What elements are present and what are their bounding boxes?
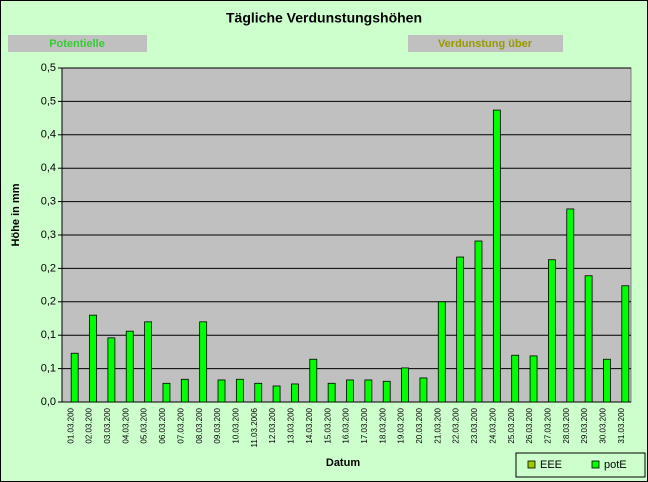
bar bbox=[621, 285, 630, 403]
bar bbox=[364, 379, 373, 403]
x-tick-label: 10.03.200 bbox=[231, 407, 240, 443]
x-tick-label: 12.03.200 bbox=[268, 407, 277, 443]
x-tick-label: 01.03.200 bbox=[66, 407, 75, 443]
y-tick-label: 0,4 bbox=[41, 129, 56, 141]
x-tick-label: 27.03.200 bbox=[544, 407, 553, 443]
bar bbox=[235, 378, 244, 403]
x-tick-label: 24.03.200 bbox=[488, 407, 497, 443]
y-tick-label: 0,4 bbox=[41, 162, 56, 174]
y-axis-label: Höhe in mm bbox=[10, 183, 22, 246]
y-tick-label: 0,0 bbox=[41, 396, 56, 408]
bar bbox=[382, 380, 391, 403]
x-tick-label: 09.03.200 bbox=[213, 407, 222, 443]
bar bbox=[162, 382, 171, 403]
bar bbox=[419, 377, 428, 403]
x-tick-label: 28.03.200 bbox=[562, 407, 571, 443]
bar bbox=[199, 321, 208, 403]
x-tick-label: 18.03.200 bbox=[378, 407, 387, 443]
annotation: Verdunstung über bbox=[438, 38, 533, 50]
x-tick-label: 07.03.200 bbox=[176, 407, 185, 443]
bar bbox=[89, 314, 97, 403]
bar bbox=[492, 109, 501, 403]
x-tick-label: 14.03.200 bbox=[305, 407, 314, 443]
bar bbox=[254, 382, 263, 403]
bar bbox=[511, 354, 520, 403]
annotation-box bbox=[8, 35, 147, 52]
x-tick-label: 05.03.200 bbox=[140, 407, 149, 443]
x-tick-label: 20.03.200 bbox=[415, 407, 424, 443]
y-tick-label: 0,5 bbox=[41, 95, 56, 107]
bar bbox=[107, 337, 116, 403]
x-tick-label: 29.03.200 bbox=[580, 407, 589, 443]
bar bbox=[437, 301, 446, 403]
x-tick-label: 31.03.200 bbox=[617, 407, 626, 443]
bar bbox=[529, 355, 538, 403]
annotation: Potentielle bbox=[49, 38, 105, 50]
bar bbox=[327, 382, 336, 403]
y-tick-label: 0,5 bbox=[41, 62, 56, 74]
y-tick-label: 0,2 bbox=[41, 296, 56, 308]
annotation-box bbox=[408, 35, 563, 52]
legend bbox=[515, 452, 646, 478]
x-tick-label: 04.03.200 bbox=[121, 407, 130, 443]
x-tick-label: 16.03.200 bbox=[342, 407, 351, 443]
x-tick-label: 13.03.200 bbox=[287, 407, 296, 443]
bar bbox=[144, 321, 152, 403]
x-tick-label: 02.03.200 bbox=[85, 407, 94, 443]
bar bbox=[291, 383, 299, 403]
x-tick-label: 08.03.200 bbox=[195, 407, 204, 443]
bar bbox=[401, 367, 409, 403]
x-tick-label: 21.03.200 bbox=[433, 407, 442, 443]
x-tick-label: 26.03.200 bbox=[525, 407, 534, 443]
bar bbox=[548, 259, 556, 403]
bar bbox=[584, 275, 593, 403]
bar bbox=[474, 240, 483, 403]
x-tick-label: 06.03.200 bbox=[158, 407, 167, 443]
legend-label: EEE bbox=[540, 459, 562, 471]
bar bbox=[603, 358, 611, 403]
y-tick-label: 0,3 bbox=[41, 229, 56, 241]
x-tick-label: 25.03.200 bbox=[507, 407, 516, 443]
legend-label: potE bbox=[604, 459, 627, 471]
x-tick-label: 22.03.200 bbox=[452, 407, 461, 443]
x-axis-label: Datum bbox=[326, 457, 360, 469]
x-tick-label: 11.03.2006 bbox=[250, 407, 259, 447]
chart-title: Tägliche Verdunstungshöhen bbox=[226, 10, 422, 26]
bar bbox=[125, 330, 134, 403]
x-tick-label: 17.03.200 bbox=[360, 407, 369, 443]
y-tick-label: 0,1 bbox=[41, 363, 56, 375]
bar bbox=[456, 256, 465, 403]
bar bbox=[217, 379, 226, 403]
bar bbox=[272, 385, 281, 403]
y-tick-label: 0,2 bbox=[41, 262, 56, 274]
y-tick-label: 0,1 bbox=[41, 329, 56, 341]
x-tick-label: 03.03.200 bbox=[103, 407, 112, 443]
bar bbox=[309, 358, 318, 403]
x-tick-label: 30.03.200 bbox=[599, 407, 608, 443]
y-tick-label: 0,3 bbox=[41, 196, 56, 208]
x-tick-label: 15.03.200 bbox=[323, 407, 332, 443]
bar bbox=[346, 379, 354, 403]
legend-swatch bbox=[527, 460, 536, 469]
bar bbox=[566, 208, 575, 403]
bar bbox=[70, 352, 79, 403]
bar bbox=[180, 378, 189, 403]
x-tick-label: 19.03.200 bbox=[397, 407, 406, 443]
x-tick-label: 23.03.200 bbox=[470, 407, 479, 443]
legend-swatch bbox=[591, 460, 600, 469]
